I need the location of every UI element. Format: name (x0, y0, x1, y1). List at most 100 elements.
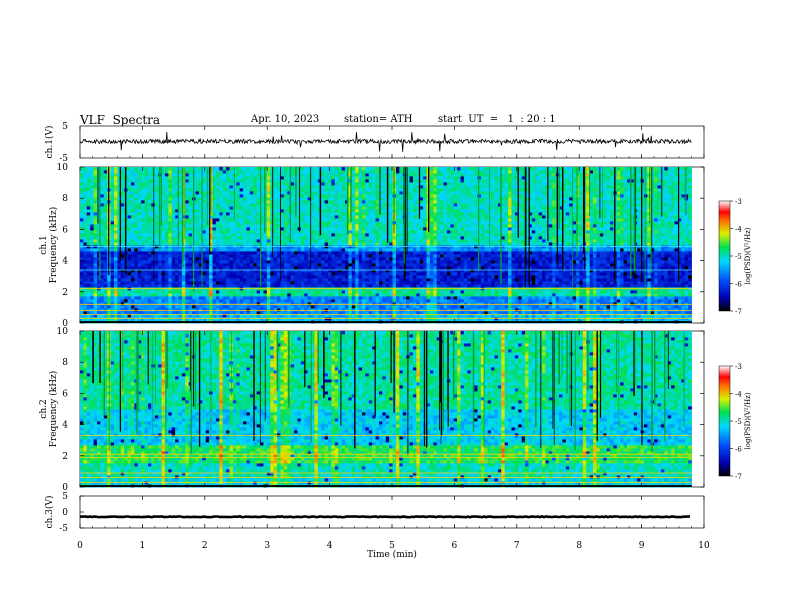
spectrogram-cell (341, 275, 346, 279)
spectrogram-cell (460, 299, 465, 303)
spectrogram-cell (613, 305, 618, 309)
spectrogram-cell (361, 278, 366, 282)
spectrogram-cell (406, 272, 410, 276)
spectrogram-cell (559, 317, 563, 321)
spectrogram-cell (324, 299, 329, 303)
spectrogram-cell (300, 293, 305, 297)
spectrogram-cell (633, 305, 638, 309)
spectrogram-cell (246, 302, 251, 306)
spectrogram-cell (419, 281, 424, 285)
spectrogram-cell (358, 305, 363, 309)
spectrogram-cell (195, 260, 200, 264)
spectrogram-cell (178, 314, 183, 318)
spectrogram-cell (147, 296, 152, 300)
spectrogram-cell (307, 260, 312, 264)
spectrogram-cell (358, 260, 363, 264)
spectrogram-cell (684, 299, 689, 303)
spectrogram-cell (253, 290, 258, 294)
spectrogram-cell (283, 299, 288, 303)
spectrogram-cell (508, 314, 512, 318)
spectrogram-cell (141, 272, 145, 276)
spectrogram-cell (181, 248, 186, 252)
spectrogram-cell (623, 308, 628, 312)
spectrogram-cell (100, 266, 105, 270)
spectrogram-cell (654, 254, 658, 258)
spectrogram-cell (440, 311, 444, 315)
spectrogram-cell (249, 311, 254, 315)
spectrogram-cell (389, 314, 393, 318)
spectrogram-cell (416, 296, 421, 300)
spectrogram-cell (426, 278, 431, 282)
spectrogram-cell (86, 293, 91, 297)
spectrogram-cell (277, 296, 281, 300)
spectrogram-cell (273, 317, 278, 321)
spectrogram-cell (151, 302, 156, 306)
spectrogram-cell (338, 263, 342, 267)
spectrogram-cell (637, 311, 641, 315)
spectrogram-cell (103, 314, 108, 318)
spectrogram-cell (440, 305, 444, 309)
spectrogram-cell (188, 314, 193, 318)
spectrogram-cell (562, 272, 567, 276)
spectrogram-cell (521, 284, 526, 288)
spectrogram-cell (650, 296, 655, 300)
spectrogram-cell (582, 305, 587, 309)
spectrogram-cell (378, 290, 383, 294)
spectrogram-cell (341, 239, 346, 243)
spectrogram-cell (328, 251, 332, 255)
spectrogram-cell (518, 290, 523, 294)
spectrogram-cell (219, 290, 224, 294)
spectrogram-cell (260, 296, 264, 300)
spectrogram-cell (348, 260, 353, 264)
spectrogram-cell (609, 257, 614, 261)
spectrogram-cell (341, 269, 346, 273)
spectrogram-cell (378, 242, 383, 246)
spectrogram-cell (416, 269, 421, 273)
spectrogram-cell (450, 296, 455, 300)
spectrogram-cell (181, 266, 186, 270)
spectrogram-cell (90, 311, 94, 315)
spectrogram-cell (531, 251, 536, 255)
spectrogram-cell (181, 284, 186, 288)
spectrogram-cell (599, 242, 604, 246)
spectrogram-cell (358, 278, 363, 282)
spectrogram-cell (497, 248, 502, 252)
spectrogram-cell (674, 293, 679, 297)
spectrogram-cell (215, 272, 220, 276)
spectrogram-cell (443, 254, 448, 258)
spectrogram-cell (168, 278, 173, 282)
spectrogram-cell (681, 302, 686, 306)
spectrogram-cell (555, 296, 560, 300)
spectrogram-cell (460, 293, 465, 297)
spectrogram-cell (406, 263, 410, 267)
spectrogram-cell (487, 293, 492, 297)
spectrogram-cell (338, 257, 342, 261)
spectrogram-cell (453, 290, 458, 294)
spectrogram-cell (103, 260, 108, 264)
spectrogram-cell (630, 290, 635, 294)
spectrogram-cell (463, 314, 468, 318)
spectrogram-cell (144, 266, 149, 270)
spectrogram-cell (429, 302, 434, 306)
spectrogram-cell (266, 251, 271, 255)
spectrogram-cell (188, 284, 193, 288)
spectrogram-cell (559, 242, 563, 246)
spectrogram-cell (378, 278, 383, 282)
spectrogram-cell (477, 269, 482, 273)
spectrogram-cell (423, 281, 427, 285)
spectrogram-cell (280, 290, 285, 294)
spectrogram-cell (260, 284, 264, 288)
spectrogram-cell (555, 281, 560, 285)
spectrogram-cell (491, 293, 495, 297)
spectrogram-cell (616, 269, 621, 273)
spectrogram-cell (185, 317, 190, 321)
spectrogram-cell (436, 302, 441, 306)
spectrogram-cell (270, 284, 275, 288)
spectrogram-cell (657, 305, 662, 309)
spectrogram-cell (497, 281, 502, 285)
spectrogram-cell (392, 266, 397, 270)
spectrogram-cell (188, 242, 193, 246)
spectrogram-cell (341, 254, 346, 258)
spectrogram-cell (161, 257, 166, 261)
spectrogram-cell (239, 317, 244, 321)
